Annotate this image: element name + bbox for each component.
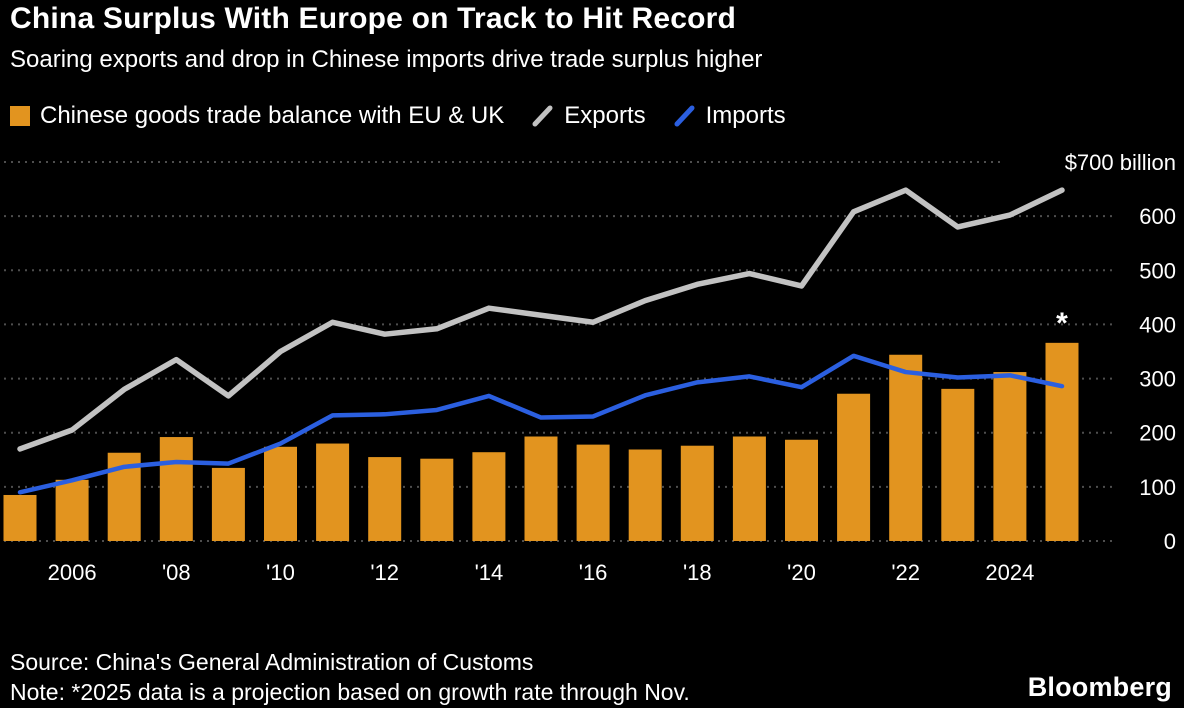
bar-2019 — [732, 436, 766, 541]
exports-line — [17, 187, 1065, 452]
y-tick-label-500: 500 — [1139, 258, 1176, 283]
bar-2013 — [420, 458, 454, 541]
bar-2014 — [472, 452, 506, 541]
chart-legend: Chinese goods trade balance with EU & UK… — [10, 102, 786, 130]
bloomberg-logo: Bloomberg — [1027, 672, 1172, 702]
x-tick-label-2020: '20 — [787, 560, 816, 585]
y-tick-label-0: 0 — [1164, 529, 1176, 554]
bar-2005 — [3, 494, 37, 541]
x-tick-label-2006: 2006 — [48, 560, 97, 585]
source-note: Source: China's General Administration o… — [10, 649, 534, 675]
x-tick-label-2010: '10 — [266, 560, 295, 585]
chart-canvas: 0 100 200 300 400 500 600 $700 billion 2006 '08 '1… — [3, 150, 1176, 585]
bar-2024 — [993, 372, 1027, 541]
y-tick-label-300: 300 — [1139, 367, 1176, 392]
chart-subtitle: Soaring exports and drop in Chinese impo… — [10, 46, 763, 73]
bar-2021 — [837, 393, 871, 541]
bar-2010 — [264, 446, 297, 541]
bar-2009 — [211, 467, 245, 541]
x-tick-label-2008: '08 — [162, 560, 191, 585]
balance-swatch-icon — [10, 106, 30, 126]
exports-line-icon — [532, 105, 553, 127]
bar-2018 — [680, 445, 714, 541]
y-tick-label-600: 600 — [1139, 204, 1176, 229]
chart-title: China Surplus With Europe on Track to Hi… — [10, 2, 737, 35]
projection-note: Note: *2025 data is a projection based o… — [10, 679, 690, 705]
bar-2015 — [524, 436, 558, 541]
legend-exports-label: Exports — [564, 102, 646, 129]
x-tick-label-2022: '22 — [891, 560, 920, 585]
legend-item-balance: Chinese goods trade balance with EU & UK — [10, 102, 504, 130]
projection-asterisk: * — [1056, 307, 1068, 340]
chart-area: 0 100 200 300 400 500 600 $700 billion 2006 '08 '1… — [0, 140, 1184, 610]
bar-2023 — [941, 388, 975, 541]
x-tick-label-2012: '12 — [370, 560, 399, 585]
bar-2008 — [159, 437, 193, 541]
legend-imports-label: Imports — [705, 102, 786, 129]
x-tick-label-2016: '16 — [579, 560, 608, 585]
legend-balance-label: Chinese goods trade balance with EU & UK — [40, 102, 505, 129]
bar-2011 — [316, 443, 350, 541]
x-tick-label-2014: '14 — [475, 560, 504, 585]
y-tick-label-400: 400 — [1139, 312, 1176, 337]
bar-2006 — [55, 479, 89, 541]
y-tick-label-100: 100 — [1139, 475, 1176, 500]
legend-item-imports: Imports — [674, 102, 786, 130]
y-tick-label-200: 200 — [1139, 421, 1176, 446]
imports-line-icon — [674, 105, 695, 127]
bar-2016 — [576, 444, 610, 541]
x-tick-label-2018: '18 — [683, 560, 712, 585]
bar-2025 — [1045, 342, 1079, 541]
imports-line — [17, 353, 1065, 495]
bar-2012 — [368, 457, 402, 541]
bar-2020 — [785, 439, 818, 541]
y-tick-label-700: $700 billion — [1065, 150, 1176, 175]
x-tick-label-2024: 2024 — [985, 560, 1034, 585]
bar-2022 — [889, 354, 923, 541]
legend-item-exports: Exports — [532, 102, 646, 130]
bar-2017 — [628, 449, 662, 541]
